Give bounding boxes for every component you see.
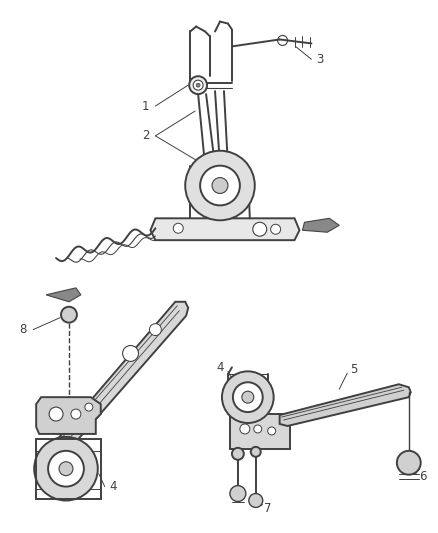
- Polygon shape: [303, 219, 339, 232]
- Circle shape: [200, 166, 240, 205]
- Circle shape: [242, 391, 254, 403]
- Text: 3: 3: [316, 53, 323, 66]
- Circle shape: [212, 177, 228, 193]
- Text: 1: 1: [142, 100, 149, 112]
- Circle shape: [61, 307, 77, 322]
- Circle shape: [196, 83, 200, 87]
- Circle shape: [173, 223, 183, 233]
- Circle shape: [233, 382, 263, 412]
- Text: 8: 8: [20, 323, 27, 336]
- Circle shape: [149, 324, 161, 336]
- Text: 4: 4: [109, 480, 117, 493]
- Circle shape: [123, 345, 138, 361]
- Circle shape: [254, 425, 262, 433]
- Text: 5: 5: [350, 363, 358, 376]
- Polygon shape: [279, 384, 411, 426]
- Polygon shape: [36, 397, 101, 434]
- Circle shape: [230, 486, 246, 502]
- Circle shape: [59, 462, 73, 475]
- Circle shape: [271, 224, 281, 234]
- Circle shape: [232, 448, 244, 460]
- Circle shape: [34, 437, 98, 500]
- Text: 7: 7: [264, 502, 272, 515]
- Circle shape: [48, 451, 84, 487]
- Circle shape: [268, 427, 276, 435]
- Circle shape: [85, 403, 93, 411]
- Circle shape: [193, 80, 203, 90]
- Text: 4: 4: [216, 361, 224, 374]
- Polygon shape: [150, 219, 300, 240]
- Polygon shape: [46, 288, 81, 302]
- Circle shape: [189, 76, 207, 94]
- Circle shape: [251, 447, 261, 457]
- Polygon shape: [51, 302, 188, 459]
- Circle shape: [222, 372, 274, 423]
- Polygon shape: [230, 414, 290, 449]
- Circle shape: [253, 222, 267, 236]
- Circle shape: [249, 494, 263, 507]
- Text: 6: 6: [419, 470, 427, 483]
- Circle shape: [185, 151, 255, 220]
- Circle shape: [49, 407, 63, 421]
- Text: 2: 2: [142, 130, 149, 142]
- Circle shape: [71, 409, 81, 419]
- Circle shape: [240, 424, 250, 434]
- Circle shape: [397, 451, 421, 475]
